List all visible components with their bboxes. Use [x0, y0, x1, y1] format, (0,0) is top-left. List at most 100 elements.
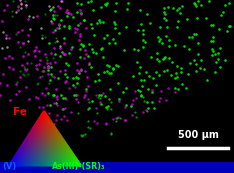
Point	[53, 126, 57, 129]
Point	[49, 143, 53, 146]
Point	[30, 142, 34, 145]
Point	[157, 59, 161, 62]
Point	[53, 131, 57, 134]
Point	[214, 60, 218, 63]
Point	[77, 163, 81, 165]
Point	[16, 155, 20, 158]
Point	[179, 66, 183, 69]
Point	[42, 159, 45, 162]
Point	[42, 163, 46, 165]
Point	[73, 85, 77, 88]
Point	[65, 98, 68, 101]
Point	[36, 133, 40, 136]
Point	[36, 136, 39, 139]
Point	[56, 131, 59, 134]
Point	[45, 135, 48, 138]
Point	[75, 162, 79, 164]
Point	[18, 149, 21, 152]
Point	[68, 159, 72, 162]
Point	[37, 160, 40, 163]
Point	[24, 143, 28, 146]
Point	[33, 162, 37, 164]
Point	[47, 142, 51, 145]
Point	[33, 163, 36, 165]
Point	[61, 162, 65, 164]
Point	[150, 101, 154, 103]
Point	[44, 126, 48, 129]
Point	[86, 55, 90, 58]
Point	[66, 160, 70, 163]
Point	[52, 130, 56, 133]
Point	[58, 138, 62, 141]
Point	[21, 163, 25, 165]
Point	[20, 160, 24, 163]
Point	[59, 142, 63, 145]
Point	[82, 57, 86, 59]
Point	[36, 138, 39, 141]
Point	[213, 71, 216, 74]
Point	[49, 137, 53, 140]
Point	[41, 115, 44, 118]
Point	[41, 154, 45, 157]
Point	[39, 141, 43, 144]
Point	[104, 121, 108, 124]
Point	[73, 159, 76, 162]
Point	[57, 144, 61, 147]
Point	[46, 141, 50, 144]
Point	[168, 57, 171, 60]
Point	[111, 67, 115, 69]
Point	[55, 132, 59, 135]
Point	[49, 162, 52, 164]
Point	[41, 152, 44, 155]
Point	[49, 159, 52, 162]
Point	[33, 54, 37, 57]
Point	[35, 156, 39, 159]
Point	[40, 132, 44, 135]
Point	[41, 116, 45, 119]
Point	[113, 22, 116, 25]
Point	[61, 147, 65, 149]
Point	[116, 64, 120, 67]
Point	[18, 150, 22, 153]
Point	[20, 64, 23, 66]
Point	[30, 157, 34, 160]
Point	[39, 164, 43, 166]
Point	[44, 118, 48, 121]
Point	[44, 121, 48, 124]
Point	[19, 2, 23, 5]
Point	[38, 123, 42, 126]
Point	[18, 153, 22, 156]
Point	[51, 140, 55, 143]
Point	[32, 151, 35, 154]
Point	[22, 74, 26, 76]
Point	[39, 115, 43, 118]
Point	[10, 162, 13, 164]
Point	[41, 149, 45, 152]
Point	[40, 154, 43, 157]
Point	[28, 135, 32, 138]
Point	[55, 40, 59, 42]
Point	[73, 31, 77, 34]
Point	[40, 70, 44, 73]
Point	[52, 135, 55, 138]
Point	[21, 153, 24, 156]
Point	[54, 129, 58, 131]
Point	[50, 162, 54, 164]
Point	[41, 142, 45, 145]
Point	[108, 98, 111, 101]
Point	[67, 24, 71, 27]
Point	[185, 86, 188, 89]
Point	[38, 136, 42, 139]
Point	[38, 129, 41, 131]
Point	[74, 162, 78, 164]
Point	[11, 68, 15, 70]
Point	[55, 150, 58, 153]
Point	[40, 117, 43, 120]
Point	[51, 156, 55, 159]
Point	[58, 140, 62, 143]
Point	[49, 123, 53, 126]
Point	[26, 147, 30, 149]
Point	[47, 140, 51, 143]
Point	[209, 40, 213, 43]
Point	[15, 33, 18, 36]
